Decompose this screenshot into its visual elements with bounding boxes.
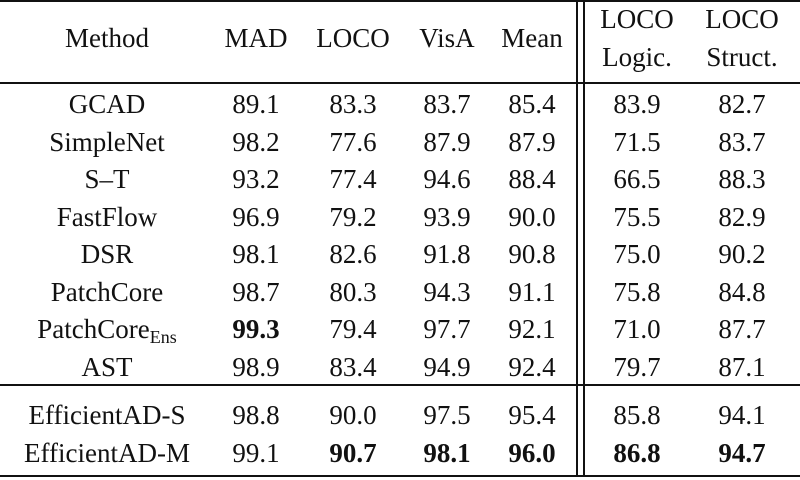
method-label: EfficientAD-S bbox=[28, 400, 186, 430]
score-cell: 94.7 bbox=[718, 438, 766, 468]
method-name: EfficientAD-M bbox=[2, 436, 212, 470]
method-name: DSR bbox=[2, 237, 212, 271]
score-cell: 88.3 bbox=[718, 164, 766, 194]
score-cell: 79.7 bbox=[613, 352, 661, 382]
method-name: EfficientAD-S bbox=[2, 398, 212, 432]
method-name: FastFlow bbox=[2, 200, 212, 234]
score-cell: 90.0 bbox=[508, 202, 556, 232]
column-header: VisA bbox=[419, 23, 475, 53]
score-cell: 91.1 bbox=[508, 277, 556, 307]
score-cell: 90.8 bbox=[508, 239, 556, 269]
score-cell: 94.1 bbox=[718, 400, 766, 430]
header-rule bbox=[0, 82, 800, 84]
score-cell: 71.0 bbox=[613, 314, 661, 344]
score-cell: 75.0 bbox=[613, 239, 661, 269]
column-header: LOCO bbox=[600, 4, 674, 34]
score-cell: 90.2 bbox=[718, 239, 766, 269]
score-cell: 94.9 bbox=[423, 352, 471, 382]
method-label: PatchCore bbox=[50, 277, 164, 307]
score-cell: 87.9 bbox=[423, 127, 471, 157]
method-label: SimpleNet bbox=[49, 127, 165, 157]
score-cell: 84.8 bbox=[718, 277, 766, 307]
score-cell: 83.7 bbox=[718, 127, 766, 157]
score-cell: 93.2 bbox=[232, 164, 280, 194]
method-label: DSR bbox=[80, 239, 134, 269]
score-cell: 85.4 bbox=[508, 89, 556, 119]
score-cell: 97.5 bbox=[423, 400, 471, 430]
column-header: LOCO bbox=[705, 4, 779, 34]
score-cell: 98.2 bbox=[232, 127, 280, 157]
score-cell: 97.7 bbox=[423, 314, 471, 344]
method-label: S–T bbox=[84, 164, 130, 194]
score-cell: 94.6 bbox=[423, 164, 471, 194]
method-name: S–T bbox=[2, 162, 212, 196]
column-header: Logic. bbox=[602, 42, 672, 72]
score-cell: 92.4 bbox=[508, 352, 556, 382]
method-label: FastFlow bbox=[56, 202, 158, 232]
top-rule bbox=[0, 0, 800, 2]
method-label: PatchCore bbox=[37, 314, 150, 344]
score-cell: 95.4 bbox=[508, 400, 556, 430]
score-cell: 87.7 bbox=[718, 314, 766, 344]
score-cell: 98.8 bbox=[232, 400, 280, 430]
score-cell: 83.3 bbox=[329, 89, 377, 119]
score-cell: 82.7 bbox=[718, 89, 766, 119]
score-cell: 96.0 bbox=[508, 438, 556, 468]
column-header: LOCO bbox=[316, 23, 390, 53]
score-cell: 83.7 bbox=[423, 89, 471, 119]
method-subscript: Ens bbox=[149, 327, 177, 347]
score-cell: 99.1 bbox=[232, 438, 280, 468]
score-cell: 87.9 bbox=[508, 127, 556, 157]
score-cell: 83.9 bbox=[613, 89, 661, 119]
score-cell: 71.5 bbox=[613, 127, 661, 157]
column-header: MAD bbox=[224, 23, 288, 53]
score-cell: 80.3 bbox=[329, 277, 377, 307]
score-cell: 87.1 bbox=[718, 352, 766, 382]
score-cell: 92.1 bbox=[508, 314, 556, 344]
score-cell: 98.9 bbox=[232, 352, 280, 382]
bottom-rule bbox=[0, 475, 800, 477]
score-cell: 90.0 bbox=[329, 400, 377, 430]
score-cell: 98.7 bbox=[232, 277, 280, 307]
column-header: Mean bbox=[501, 23, 563, 53]
score-cell: 99.3 bbox=[232, 314, 280, 344]
score-cell: 77.4 bbox=[329, 164, 377, 194]
score-cell: 77.6 bbox=[329, 127, 377, 157]
score-cell: 86.8 bbox=[613, 438, 661, 468]
method-name: SimpleNet bbox=[2, 125, 212, 159]
score-cell: 88.4 bbox=[508, 164, 556, 194]
method-label: EfficientAD-M bbox=[24, 438, 190, 468]
score-cell: 91.8 bbox=[423, 239, 471, 269]
column-separator-rule bbox=[583, 0, 585, 477]
group-separator-rule bbox=[0, 384, 800, 386]
score-cell: 79.4 bbox=[329, 314, 377, 344]
score-cell: 82.9 bbox=[718, 202, 766, 232]
score-cell: 93.9 bbox=[423, 202, 471, 232]
score-cell: 79.2 bbox=[329, 202, 377, 232]
method-label: AST bbox=[81, 352, 133, 382]
score-cell: 75.8 bbox=[613, 277, 661, 307]
score-cell: 75.5 bbox=[613, 202, 661, 232]
method-name: AST bbox=[2, 350, 212, 384]
score-cell: 94.3 bbox=[423, 277, 471, 307]
method-label: GCAD bbox=[68, 89, 146, 119]
score-cell: 96.9 bbox=[232, 202, 280, 232]
method-name: PatchCoreEns bbox=[2, 312, 212, 346]
column-separator-rule bbox=[576, 0, 578, 477]
method-name: GCAD bbox=[2, 87, 212, 121]
column-header: Struct. bbox=[706, 42, 778, 72]
score-cell: 89.1 bbox=[232, 89, 280, 119]
score-cell: 90.7 bbox=[329, 438, 377, 468]
score-cell: 82.6 bbox=[329, 239, 377, 269]
score-cell: 85.8 bbox=[613, 400, 661, 430]
score-cell: 98.1 bbox=[232, 239, 280, 269]
score-cell: 66.5 bbox=[613, 164, 661, 194]
method-name: PatchCore bbox=[2, 275, 212, 309]
score-cell: 83.4 bbox=[329, 352, 377, 382]
column-header: Method bbox=[65, 23, 149, 53]
score-cell: 98.1 bbox=[423, 438, 471, 468]
